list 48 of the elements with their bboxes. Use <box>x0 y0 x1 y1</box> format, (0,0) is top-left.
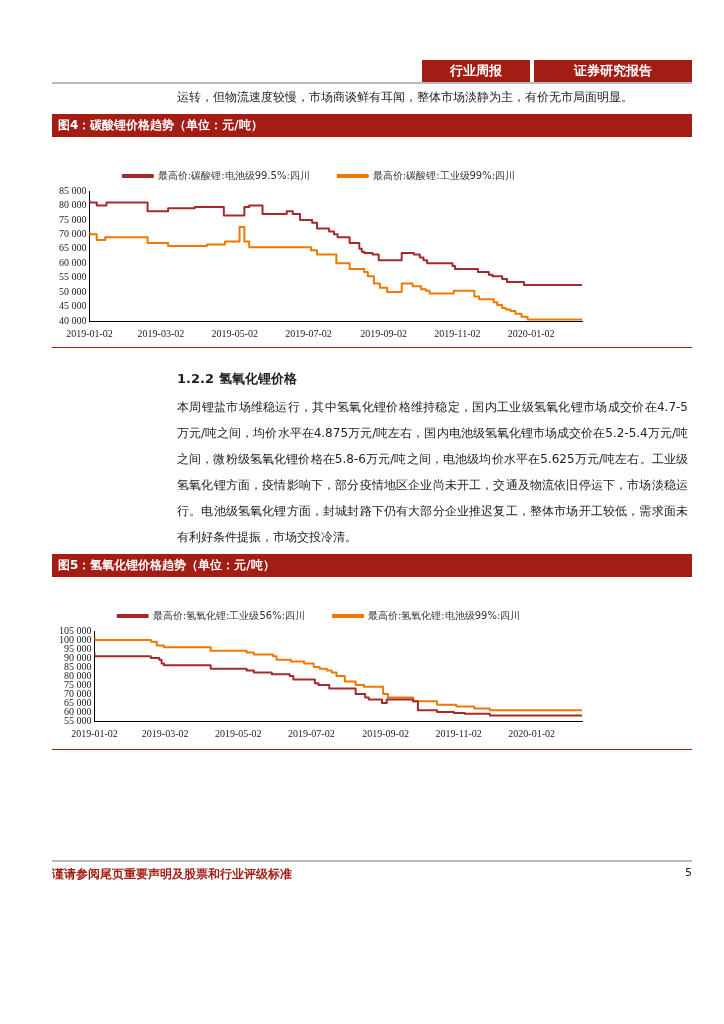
text: 本周锂盐市场维稳运行，其中氢氧化锂价格维持稳定，国内工业级氢氧化锂市场成交价在4.7-5万元/吨之间，均价水平在4.875万元/吨左右，国内电池级氢氧化锂市场成交价在5.2-5.4万元/吨之间，微粉级氢氧化锂价格在5.8-6万元/吨之间，电池级均价水平在5.625万元/吨左右。工业级氢氧化锂方面，疫情影响下，部分疫情地区企业尚未开工，交通及物流依旧停运下，市场淡稳运行。电池级氢氧化锂方面，封城封路下仍有大部分企业推迟复工，整体市场开工较低，需求面未有利好条件提振，市场交投冷清。 <box>177 399 688 546</box>
x-tick-label: 2019-09-02 <box>360 327 407 339</box>
y-tick-label: 60 000 <box>59 256 87 268</box>
text: 谨请参阅尾页重要声明及股票和行业评级标准 <box>52 866 292 883</box>
legend-label: 最高价:碳酸锂:工业级99%:四川 <box>372 169 516 181</box>
y-tick-label: 65 000 <box>59 242 87 254</box>
y-tick-label: 50 000 <box>59 285 87 297</box>
x-tick-label: 2019-01-02 <box>66 327 113 339</box>
y-tick-label: 55 000 <box>64 714 92 726</box>
x-tick-label: 2020-01-02 <box>508 727 556 739</box>
x-tick-label: 2019-03-02 <box>141 727 189 739</box>
x-tick-label: 2019-11-02 <box>434 327 481 339</box>
chart-title: 图5：氢氧化锂价格趋势（单位：元/吨） <box>52 554 692 577</box>
y-tick-label: 90 000 <box>64 651 92 663</box>
text: 运转，但物流速度较慢，市场商谈鲜有耳闻，整体市场淡静为主，有价无市局面明显。 <box>177 89 634 106</box>
y-tick-label: 70 000 <box>59 227 87 239</box>
legend-label: 最高价:碳酸锂:电池级99.5%:四川 <box>157 169 310 181</box>
y-tick-label: 65 000 <box>64 696 92 708</box>
text: 行业周报 <box>422 60 530 82</box>
y-tick-label: 100 000 <box>59 633 92 645</box>
y-tick-label: 70 000 <box>64 687 92 699</box>
x-tick-label: 2019-05-02 <box>214 727 262 739</box>
x-tick-label: 2019-07-02 <box>287 727 335 739</box>
x-tick-label: 2020-01-02 <box>507 327 555 339</box>
y-tick-label: 80 000 <box>64 669 92 681</box>
y-tick-label: 105 000 <box>59 624 92 636</box>
text: 证券研究报告 <box>534 60 692 82</box>
y-tick-label: 80 000 <box>59 199 87 211</box>
text: 5 <box>685 866 692 881</box>
legend-label: 最高价:氢氧化锂:工业级56%:四川 <box>152 609 306 621</box>
x-tick-label: 2019-11-02 <box>435 727 482 739</box>
y-tick-label: 75 000 <box>64 678 92 690</box>
y-tick-label: 45 000 <box>59 300 87 312</box>
x-tick-label: 2019-05-02 <box>211 327 259 339</box>
x-tick-label: 2019-03-02 <box>137 327 185 339</box>
y-tick-label: 40 000 <box>59 314 87 326</box>
y-tick-label: 60 000 <box>64 705 92 717</box>
y-tick-label: 75 000 <box>59 213 87 225</box>
y-tick-label: 85 000 <box>64 660 92 672</box>
x-tick-label: 2019-01-02 <box>71 727 118 739</box>
y-tick-label: 85 000 <box>59 184 87 196</box>
y-tick-label: 55 000 <box>59 271 87 283</box>
x-tick-label: 2019-07-02 <box>285 327 332 339</box>
x-tick-label: 2019-09-02 <box>362 727 409 739</box>
legend-label: 最高价:氢氧化锂:电池级99%:四川 <box>368 609 521 621</box>
y-tick-label: 95 000 <box>64 642 92 654</box>
text: 1.2.2 氢氧化锂价格 <box>177 370 298 388</box>
chart-title: 图4：碳酸锂价格趋势（单位：元/吨） <box>52 114 692 137</box>
